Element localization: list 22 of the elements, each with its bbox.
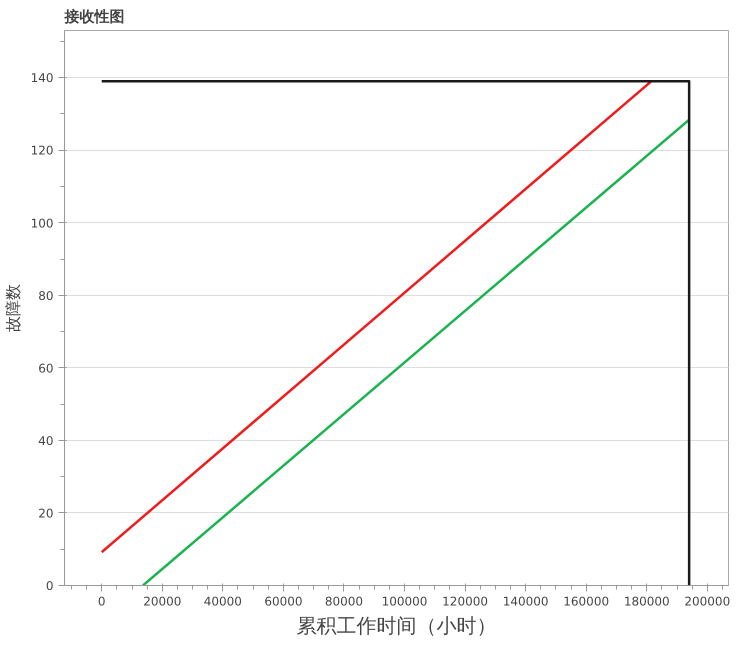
y-tick-label: 40 [38, 434, 54, 448]
x-tick-label: 20000 [143, 594, 182, 608]
y-tick-label: 120 [30, 144, 54, 158]
x-tick-label: 180000 [624, 594, 670, 608]
x-tick-label: 40000 [204, 594, 242, 608]
y-tick-label: 140 [30, 71, 54, 86]
y-tick-label: 60 [38, 361, 54, 376]
x-axis-title: 累积工作时间（小时） [296, 614, 496, 638]
x-tick-label: 140000 [502, 594, 549, 608]
x-tick-label: 100000 [382, 594, 428, 608]
x-tick-label: 120000 [442, 594, 488, 608]
y-tick-label: 20 [38, 506, 54, 520]
x-tick-label: 0 [98, 594, 106, 608]
x-tick-label: 60000 [264, 594, 303, 608]
y-tick-label: 100 [30, 216, 54, 230]
x-tick-label: 80000 [324, 594, 364, 608]
chart-title: 接收性图 [64, 8, 124, 26]
y-tick-label: 0 [46, 579, 54, 593]
y-axis-title: 故障数 [4, 284, 23, 332]
y-tick-label: 80 [38, 288, 54, 303]
x-tick-label: 200000 [684, 594, 730, 608]
x-tick-label: 160000 [563, 594, 610, 608]
